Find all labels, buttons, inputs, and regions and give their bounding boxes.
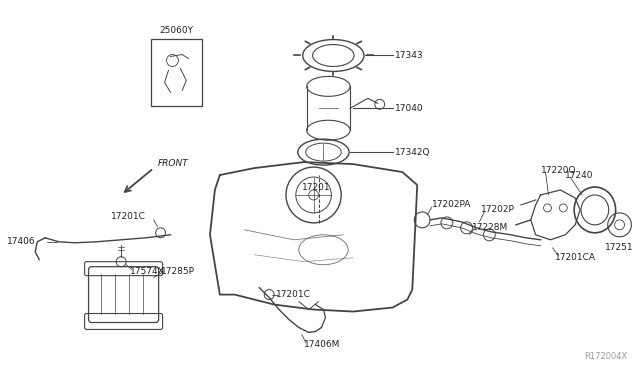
Text: 17574X: 17574X (130, 267, 164, 276)
Text: FRONT: FRONT (157, 158, 188, 167)
Text: 17201: 17201 (301, 183, 330, 192)
Text: 17202PA: 17202PA (432, 201, 472, 209)
Text: 17343: 17343 (394, 51, 423, 60)
Text: 17201C: 17201C (276, 290, 311, 299)
Text: 17285P: 17285P (161, 267, 195, 276)
Text: 17201CA: 17201CA (556, 253, 596, 262)
Text: 17251: 17251 (605, 243, 634, 252)
Text: 17228M: 17228M (472, 223, 508, 232)
Text: R172004X: R172004X (584, 352, 627, 361)
Text: 17342Q: 17342Q (394, 148, 430, 157)
Bar (151, 39, 202, 106)
Text: 17202P: 17202P (481, 205, 515, 214)
Text: 25060Y: 25060Y (159, 26, 193, 35)
Text: 17406: 17406 (6, 237, 35, 246)
Text: 17406M: 17406M (304, 340, 340, 349)
Text: 17220Q: 17220Q (541, 166, 576, 174)
Text: 17201C: 17201C (111, 212, 146, 221)
Text: 17040: 17040 (394, 104, 423, 113)
Text: 17240: 17240 (565, 170, 594, 180)
